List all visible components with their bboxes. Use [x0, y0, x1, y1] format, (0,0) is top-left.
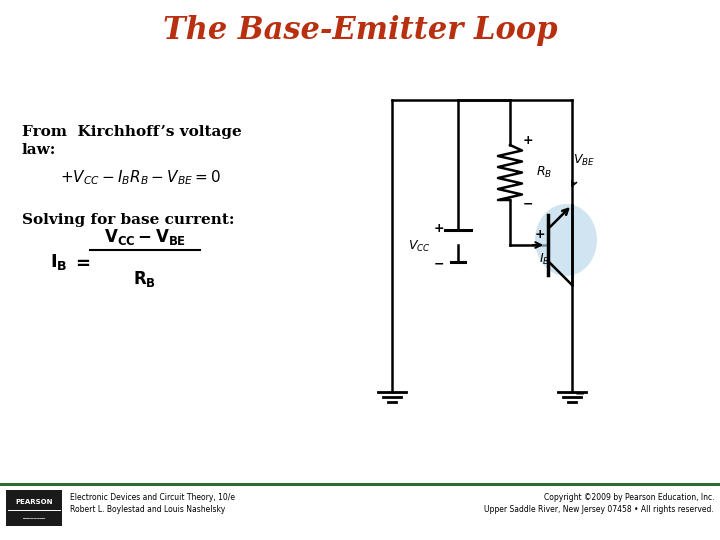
- Text: PEARSON: PEARSON: [15, 499, 53, 505]
- Text: $\mathbf{R_B}$: $\mathbf{R_B}$: [133, 269, 156, 289]
- Text: −: −: [433, 258, 444, 271]
- Text: Solving for base current:: Solving for base current:: [22, 213, 235, 227]
- Text: +: +: [523, 134, 534, 147]
- Text: $V_{BE}$: $V_{BE}$: [573, 153, 595, 168]
- Text: law:: law:: [22, 143, 56, 157]
- Text: +: +: [535, 228, 545, 241]
- Text: $R_B$: $R_B$: [536, 165, 552, 180]
- Text: $\mathbf{I_B}$: $\mathbf{I_B}$: [50, 252, 68, 272]
- Text: $I_B$: $I_B$: [539, 252, 551, 267]
- Ellipse shape: [535, 204, 597, 276]
- Text: $\mathbf{V_{CC} - V_{BE}}$: $\mathbf{V_{CC} - V_{BE}}$: [104, 227, 186, 247]
- Bar: [0, 483, 720, 486]
- Text: −: −: [523, 198, 534, 211]
- Text: Electronic Devices and Circuit Theory, 10/e: Electronic Devices and Circuit Theory, 1…: [70, 492, 235, 502]
- Text: Robert L. Boylestad and Louis Nashelsky: Robert L. Boylestad and Louis Nashelsky: [70, 505, 225, 515]
- Text: $\mathbf{=}$: $\mathbf{=}$: [72, 253, 91, 271]
- Text: From  Kirchhoff’s voltage: From Kirchhoff’s voltage: [22, 125, 242, 139]
- Text: $+V_{CC} - I_B R_B - V_{BE} = 0$: $+V_{CC} - I_B R_B - V_{BE} = 0$: [60, 168, 221, 187]
- Text: Upper Saddle River, New Jersey 07458 • All rights reserved.: Upper Saddle River, New Jersey 07458 • A…: [485, 505, 714, 515]
- Text: ────────: ────────: [22, 516, 45, 521]
- Text: Copyright ©2009 by Pearson Education, Inc.: Copyright ©2009 by Pearson Education, In…: [544, 492, 714, 502]
- Bar: [6, 490, 62, 526]
- Text: The Base-Emitter Loop: The Base-Emitter Loop: [163, 15, 557, 45]
- Text: $V_{CC}$: $V_{CC}$: [408, 239, 431, 254]
- Text: −: −: [575, 388, 585, 401]
- Text: +: +: [433, 221, 444, 234]
